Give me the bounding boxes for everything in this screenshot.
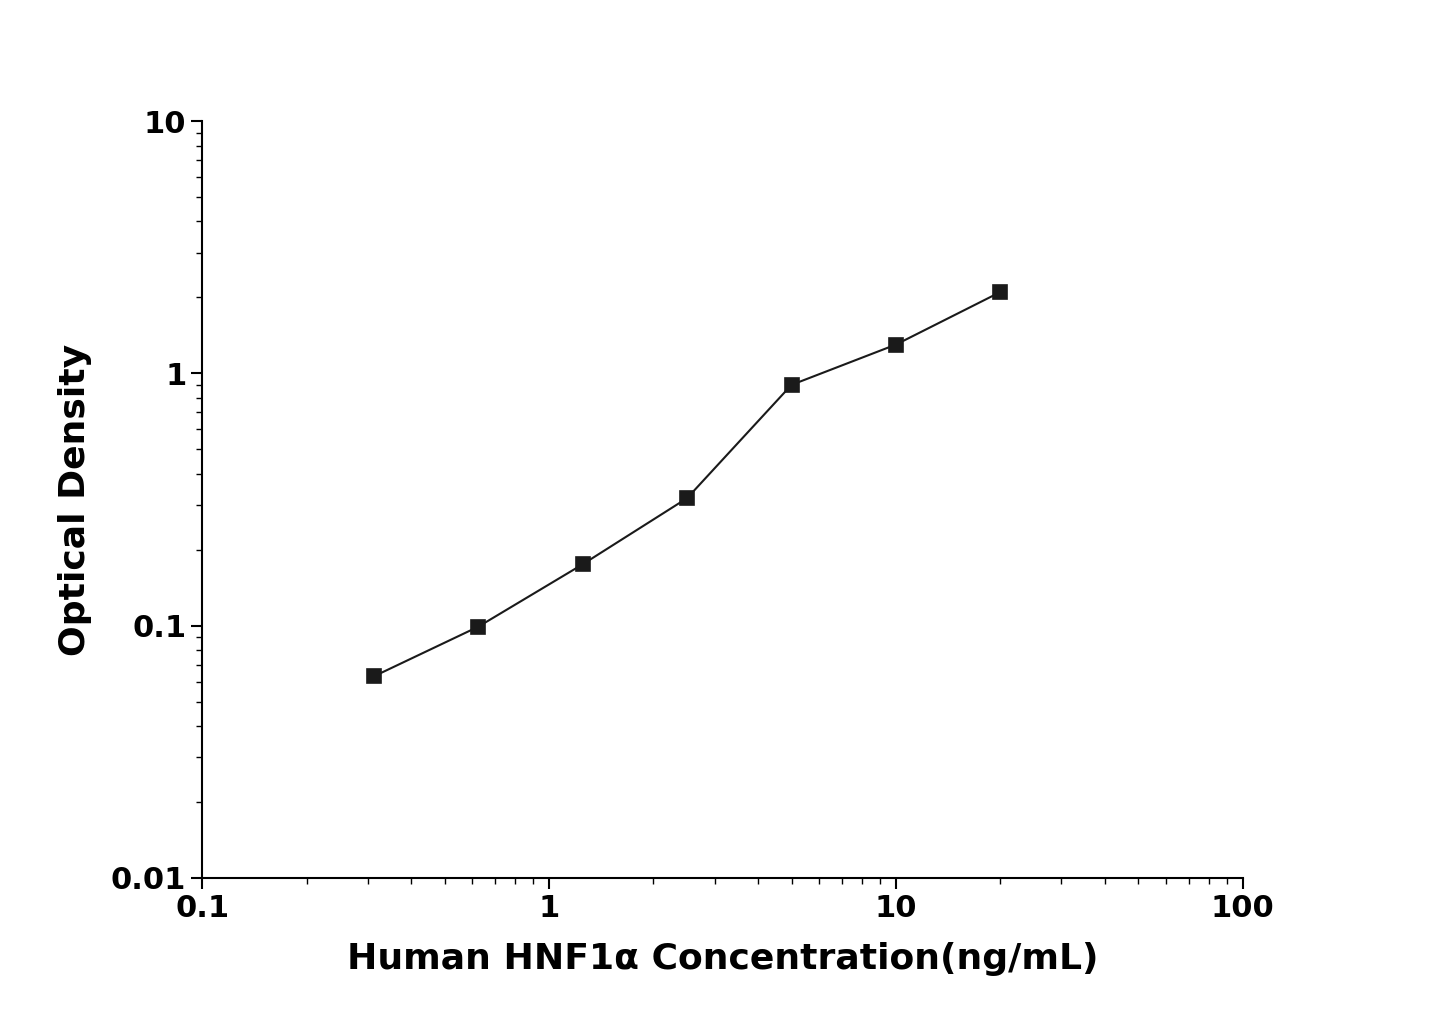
X-axis label: Human HNF1α Concentration(ng/mL): Human HNF1α Concentration(ng/mL) [347,942,1098,977]
Y-axis label: Optical Density: Optical Density [58,343,91,656]
